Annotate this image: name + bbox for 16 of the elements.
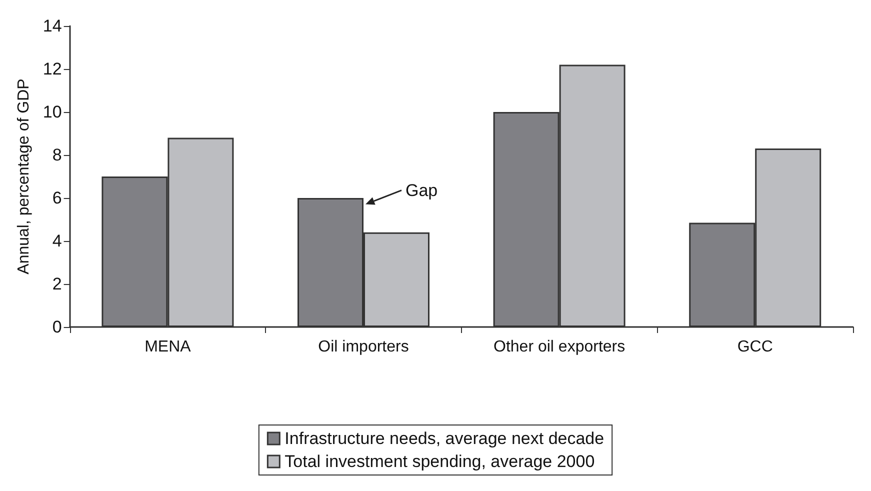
y-tick-label: 6 [52,188,62,208]
legend-label: Infrastructure needs, average next decade [284,429,604,448]
y-tick-label: 8 [52,146,62,164]
y-tick-label: 14 [42,16,62,36]
x-tick-label: GCC [737,338,773,356]
y-tick-label: 4 [52,232,62,250]
y-tick-label: 2 [52,274,62,294]
y-axis-title: Annual, percentage of GDP [16,78,32,274]
legend-label: Total investment spending, average 2000 [284,452,595,471]
x-tick-label: Oil importers [318,338,409,356]
annotation: Gap [406,180,438,200]
y-tick-label: 12 [42,60,62,78]
x-tick-label: Other oil exporters [494,338,626,356]
y-tick-label: 0 [52,318,62,336]
x-tick-label: MENA [144,338,192,356]
y-tick-label: 10 [42,102,62,122]
